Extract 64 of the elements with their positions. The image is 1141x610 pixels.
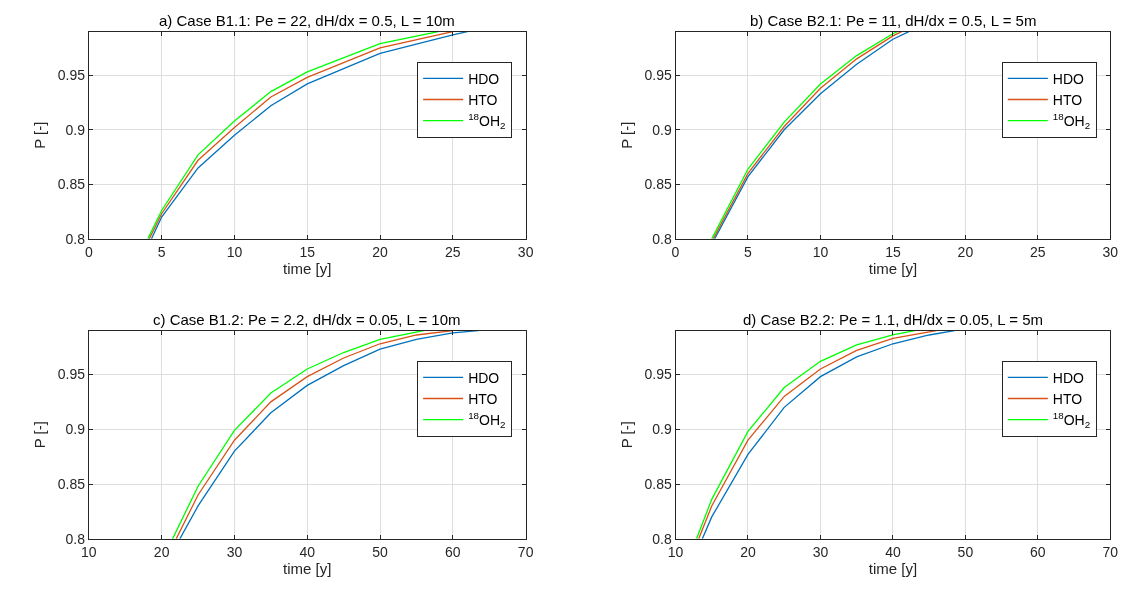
- legend-label: HTO: [468, 390, 498, 407]
- x-axis-title: time [y]: [868, 559, 918, 577]
- x-axis-title: time [y]: [283, 559, 332, 577]
- y-tick-label: 0.9: [65, 121, 86, 138]
- x-tick-label: 60: [1030, 543, 1046, 560]
- x-tick-label: 15: [299, 243, 316, 260]
- legend-label: HTO: [1052, 390, 1083, 407]
- chart-title: a) Case B1.1: Pe = 22, dH/dx = 0.5, L = 10m: [159, 12, 455, 29]
- x-tick-label: 30: [812, 543, 829, 560]
- y-tick-label: 0.85: [57, 475, 86, 492]
- x-tick-label: 30: [226, 543, 243, 560]
- x-tick-label: 30: [1102, 243, 1119, 260]
- y-tick-label: 0.95: [644, 366, 672, 383]
- y-tick-label: 0.85: [57, 176, 86, 193]
- x-tick-label: 20: [957, 243, 974, 260]
- legend-label: HTO: [1052, 91, 1083, 108]
- y-tick-label: 0.8: [652, 230, 672, 247]
- legend-label: HTO: [468, 91, 498, 108]
- y-tick-label: 0.95: [644, 67, 672, 84]
- x-tick-label: 25: [445, 243, 461, 260]
- x-axis-title: time [y]: [868, 259, 918, 277]
- chart-title: c) Case B1.2: Pe = 2.2, dH/dx = 0.05, L = 10m: [153, 311, 461, 328]
- x-tick-label: 40: [885, 543, 901, 560]
- chart-title: d) Case B2.2: Pe = 1.1, dH/dx = 0.05, L = 5m: [743, 311, 1044, 328]
- legend-label: HDO: [468, 369, 500, 386]
- y-axis-title: P [-]: [31, 421, 49, 449]
- x-tick-label: 20: [372, 243, 389, 260]
- x-tick-label: 50: [372, 543, 389, 560]
- x-tick-label: 50: [957, 543, 974, 560]
- y-tick-label: 0.8: [65, 230, 86, 247]
- legend-label: HDO: [468, 70, 500, 87]
- y-tick-label: 0.95: [57, 366, 86, 383]
- x-tick-label: 60: [445, 543, 461, 560]
- x-tick-label: 15: [885, 243, 901, 260]
- legend-label: $^{18}$OH$_{2}$: [468, 111, 506, 132]
- y-tick-label: 0.9: [652, 121, 672, 138]
- x-tick-label: 20: [153, 543, 170, 560]
- x-tick-label: 20: [740, 543, 756, 560]
- legend-label: HDO: [1052, 369, 1085, 386]
- x-tick-label: 25: [1030, 243, 1046, 260]
- x-tick-label: 10: [226, 243, 243, 260]
- y-tick-label: 0.95: [57, 67, 86, 84]
- y-axis-title: P [-]: [31, 121, 49, 149]
- chart-title: b) Case B2.1: Pe = 11, dH/dx = 0.5, L = 5m: [750, 12, 1037, 29]
- legend-label: $^{18}$OH$_{2}$: [1052, 111, 1091, 132]
- x-tick-label: 70: [517, 543, 534, 560]
- y-axis-title: P [-]: [617, 421, 635, 449]
- y-axis-title: P [-]: [617, 121, 635, 149]
- x-tick-label: 0: [84, 243, 93, 260]
- legend-label: $^{18}$OH$_{2}$: [468, 410, 506, 431]
- y-tick-label: 0.9: [652, 421, 672, 438]
- y-tick-label: 0.85: [644, 475, 672, 492]
- legend-label: $^{18}$OH$_{2}$: [1052, 410, 1091, 431]
- x-tick-label: 0: [671, 243, 680, 260]
- x-tick-label: 10: [812, 243, 829, 260]
- legend-label: HDO: [1052, 70, 1085, 87]
- x-tick-label: 5: [744, 243, 753, 260]
- x-tick-label: 70: [1102, 543, 1119, 560]
- y-tick-label: 0.85: [644, 176, 672, 193]
- x-axis-title: time [y]: [283, 259, 332, 277]
- x-tick-label: 5: [157, 243, 166, 260]
- x-tick-label: 30: [517, 243, 534, 260]
- y-tick-label: 0.9: [65, 421, 86, 438]
- x-tick-label: 40: [299, 543, 316, 560]
